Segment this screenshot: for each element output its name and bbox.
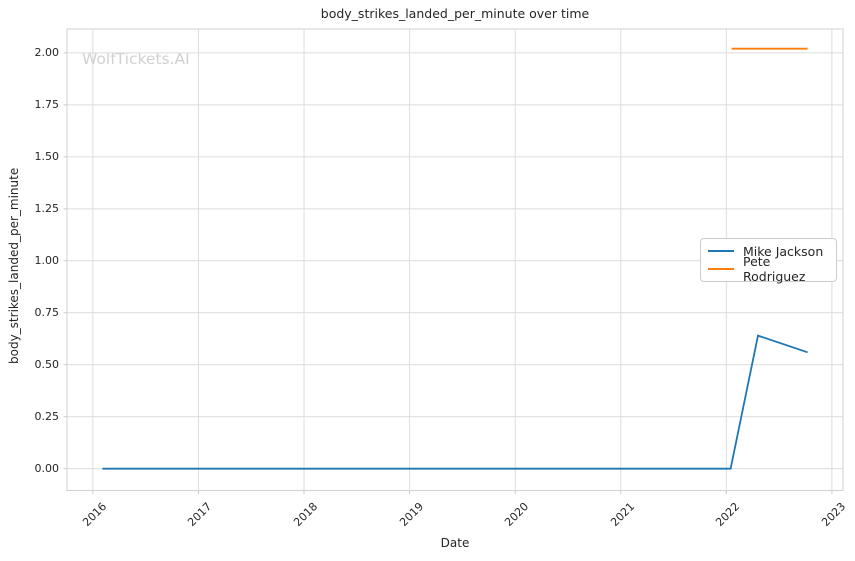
legend-label-pete-rodriguez: Pete Rodriguez	[743, 254, 806, 284]
y-tick-label: 0.75	[34, 305, 60, 319]
legend-line-mike-jackson	[708, 250, 734, 252]
y-tick-label: 1.75	[34, 97, 60, 111]
y-tick-label: 0.25	[34, 409, 60, 423]
legend-line-pete-rodriguez	[708, 268, 734, 270]
y-axis-label: body_strikes_landed_per_minute	[7, 167, 21, 364]
plot-border	[66, 28, 844, 491]
y-tick-label: 0.50	[34, 357, 60, 371]
y-tick-label: 1.00	[34, 253, 60, 267]
legend: Mike Jackson Pete Rodriguez	[700, 238, 837, 284]
y-tick-label: 1.50	[34, 149, 60, 163]
watermark: WolfTickets.AI	[82, 50, 190, 68]
y-tick-label: 2.00	[34, 45, 60, 59]
legend-label-mike-jackson: Mike Jackson	[743, 243, 824, 259]
y-tick-label: 0.00	[34, 461, 60, 475]
chart-title: body_strikes_landed_per_minute over time	[320, 6, 590, 21]
y-tick-label: 1.25	[34, 201, 60, 215]
x-axis-label: Date	[440, 536, 470, 550]
legend-entry-pete-rodriguez: Pete Rodriguez	[708, 254, 829, 284]
legend-entry-mike-jackson: Mike Jackson	[708, 243, 829, 259]
series-line-mike-jackson	[102, 334, 808, 470]
